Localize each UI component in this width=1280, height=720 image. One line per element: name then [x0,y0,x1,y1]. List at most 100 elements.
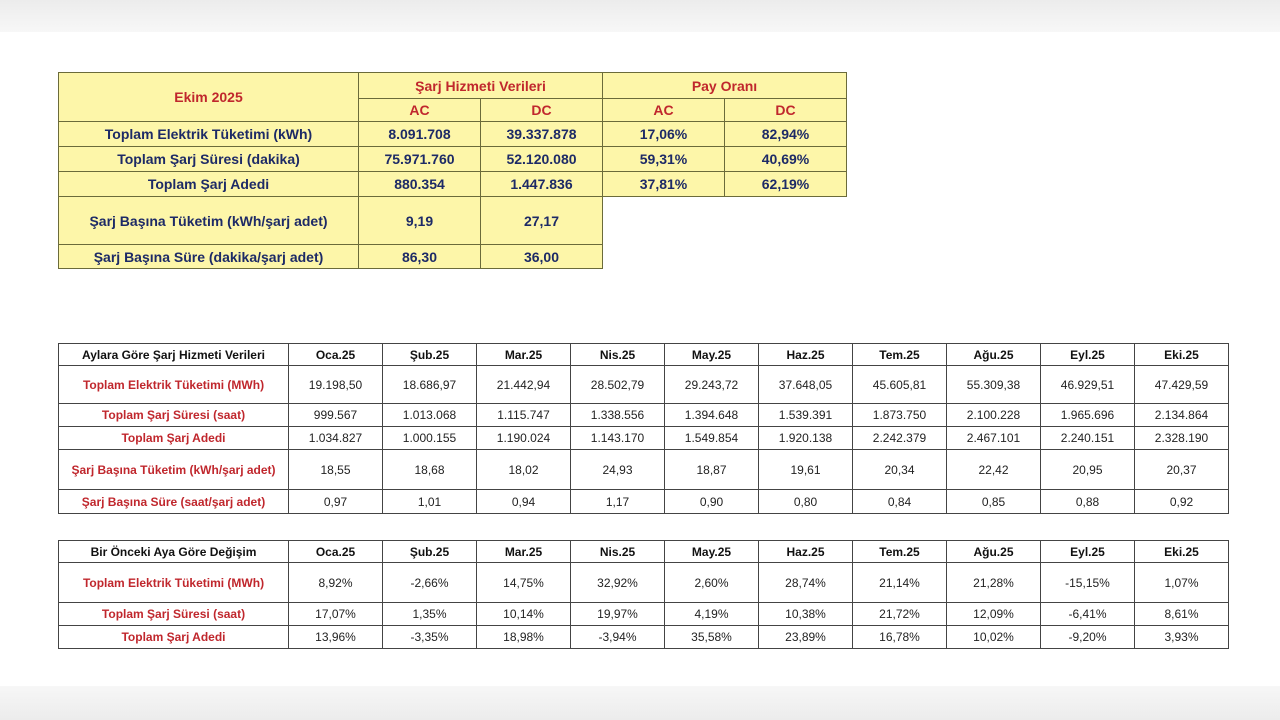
month-header: Tem.25 [852,540,947,563]
cell-value: 20,95 [1040,449,1135,490]
cell-value: 2.240.151 [1040,426,1135,450]
table-row: Toplam Şarj Adedi 1.034.827 1.000.155 1.… [58,426,1229,450]
empty-cell [602,196,725,245]
month-header: Ağu.25 [946,343,1041,366]
cell-value: 1.549.854 [664,426,759,450]
cell-value: 3,93% [1134,625,1229,649]
cell-value: 10,38% [758,602,853,626]
cell-value: 8,92% [288,562,383,603]
cell-value: 10,02% [946,625,1041,649]
cell-value: 21,72% [852,602,947,626]
table-row: Toplam Şarj Süresi (dakika) 75.971.760 5… [58,146,847,172]
table-row: Toplam Şarj Adedi 13,96% -3,35% 18,98% -… [58,625,1229,649]
cell-value: 52.120.080 [480,146,603,172]
cell-value: 1.115.747 [476,403,571,427]
cell-value: 2.467.101 [946,426,1041,450]
cell-value: 10,14% [476,602,571,626]
month-header: Eki.25 [1134,540,1229,563]
bottom-margin-band [0,686,1280,720]
empty-cell [724,244,847,269]
row-label: Toplam Elektrik Tüketimi (MWh) [58,365,289,404]
cell-value: 1.013.068 [382,403,477,427]
cell-value: 22,42 [946,449,1041,490]
table-row: Toplam Elektrik Tüketimi (MWh) 19.198,50… [58,365,1229,404]
cell-value: 9,19 [358,196,481,245]
month-header: Eki.25 [1134,343,1229,366]
table-row: Şarj Başına Süre (dakika/şarj adet) 86,3… [58,244,847,269]
cell-value: 20,34 [852,449,947,490]
row-label: Toplam Elektrik Tüketimi (MWh) [58,562,289,603]
monthly-change-table: Bir Önceki Aya Göre Değişim Oca.25 Şub.2… [58,540,1229,649]
cell-value: 75.971.760 [358,146,481,172]
cell-value: 19.198,50 [288,365,383,404]
cell-value: 35,58% [664,625,759,649]
month-header: Mar.25 [476,540,571,563]
cell-value: 0,94 [476,489,571,514]
cell-value: 1.965.696 [1040,403,1135,427]
cell-value: -6,41% [1040,602,1135,626]
month-header: Şub.25 [382,343,477,366]
cell-value: 18.686,97 [382,365,477,404]
cell-value: 40,69% [724,146,847,172]
cell-value: 86,30 [358,244,481,269]
cell-value: 17,06% [602,121,725,147]
summary-table: Ekim 2025 Şarj Hizmeti Verileri Pay Oran… [58,72,847,269]
cell-value: 32,92% [570,562,665,603]
cell-value: 18,02 [476,449,571,490]
cell-value: 1,07% [1134,562,1229,603]
cell-value: 23,89% [758,625,853,649]
sub-header-ac: AC [358,98,481,122]
cell-value: 17,07% [288,602,383,626]
cell-value: 880.354 [358,171,481,197]
cell-value: 21.442,94 [476,365,571,404]
cell-value: 2.242.379 [852,426,947,450]
group-header-share-ratio: Pay Oranı [602,72,847,99]
table-row: Şarj Başına Tüketim (kWh/şarj adet) 18,5… [58,449,1229,490]
group-header-service-data: Şarj Hizmeti Verileri [358,72,603,99]
table-row: Şarj Başına Tüketim (kWh/şarj adet) 9,19… [58,196,847,245]
cell-value: 19,97% [570,602,665,626]
table-row: Şarj Başına Süre (saat/şarj adet) 0,97 1… [58,489,1229,514]
month-header: May.25 [664,540,759,563]
cell-value: 8.091.708 [358,121,481,147]
cell-value: -9,20% [1040,625,1135,649]
month-header: Eyl.25 [1040,343,1135,366]
cell-value: 2.328.190 [1134,426,1229,450]
cell-value: 36,00 [480,244,603,269]
sub-header-dc: DC [724,98,847,122]
month-header: Haz.25 [758,540,853,563]
cell-value: 0,84 [852,489,947,514]
cell-value: 21,28% [946,562,1041,603]
cell-value: 4,19% [664,602,759,626]
cell-value: 28.502,79 [570,365,665,404]
cell-value: 82,94% [724,121,847,147]
month-header: Mar.25 [476,343,571,366]
cell-value: 47.429,59 [1134,365,1229,404]
cell-value: -2,66% [382,562,477,603]
cell-value: 29.243,72 [664,365,759,404]
month-header: Eyl.25 [1040,540,1135,563]
cell-value: 19,61 [758,449,853,490]
cell-value: 1.920.138 [758,426,853,450]
cell-value: 18,98% [476,625,571,649]
cell-value: 18,68 [382,449,477,490]
cell-value: 21,14% [852,562,947,603]
cell-value: 55.309,38 [946,365,1041,404]
row-label: Şarj Başına Süre (saat/şarj adet) [58,489,289,514]
cell-value: 27,17 [480,196,603,245]
month-header: May.25 [664,343,759,366]
cell-value: 999.567 [288,403,383,427]
empty-cell [602,244,725,269]
cell-value: 37,81% [602,171,725,197]
row-label: Toplam Şarj Adedi [58,625,289,649]
row-label: Toplam Şarj Süresi (dakika) [58,146,359,172]
row-label: Toplam Şarj Adedi [58,171,359,197]
cell-value: 1.034.827 [288,426,383,450]
cell-value: 28,74% [758,562,853,603]
table-row: Toplam Elektrik Tüketimi (MWh) 8,92% -2,… [58,562,1229,603]
monthly-data-table: Aylara Göre Şarj Hizmeti Verileri Oca.25… [58,343,1229,514]
cell-value: 1.000.155 [382,426,477,450]
cell-value: -3,35% [382,625,477,649]
change-header-label: Bir Önceki Aya Göre Değişim [58,540,289,563]
month-header: Şub.25 [382,540,477,563]
